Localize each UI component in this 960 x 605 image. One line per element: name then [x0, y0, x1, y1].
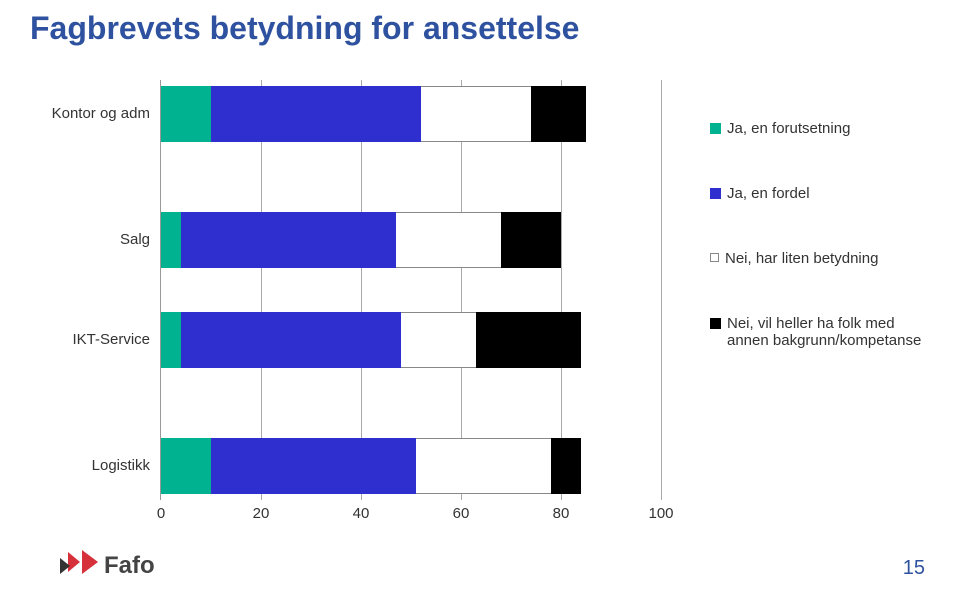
bar-row [161, 86, 660, 142]
bar-row [161, 312, 660, 368]
bar-segment-ja_forutsetning [161, 86, 211, 142]
bar-segment-nei_liten [401, 312, 476, 368]
bar-segment-nei_liten [421, 86, 531, 142]
legend-swatch-icon [710, 318, 721, 329]
legend-item-nei_annen: Nei, vil heller ha folk med annen bakgru… [710, 315, 940, 349]
bar-segment-ja_fordel [211, 86, 421, 142]
legend-label: Nei, vil heller ha folk med annen bakgru… [727, 315, 940, 349]
bar-segment-nei_annen [551, 438, 581, 494]
page-number: 15 [903, 557, 925, 580]
bar-segment-nei_annen [501, 212, 561, 268]
x-tick-label: 60 [441, 505, 481, 522]
legend-label: Nei, har liten betydning [725, 250, 878, 267]
footer-logo: Fafo [60, 552, 155, 580]
bar-segment-ja_fordel [181, 312, 401, 368]
category-label: Salg [30, 231, 150, 248]
x-tick-label: 40 [341, 505, 381, 522]
legend-swatch-icon [710, 253, 719, 262]
bar-row [161, 212, 660, 268]
category-label: Logistikk [30, 457, 150, 474]
logo-text: Fafo [104, 552, 155, 579]
legend-item-ja_forutsetning: Ja, en forutsetning [710, 120, 940, 137]
bar-segment-ja_forutsetning [161, 312, 181, 368]
plot-region: 020406080100 [160, 80, 660, 500]
legend-swatch-icon [710, 123, 721, 134]
bar-segment-ja_fordel [211, 438, 416, 494]
gridline [661, 80, 662, 500]
category-label: Kontor og adm [30, 105, 150, 122]
legend-item-ja_fordel: Ja, en fordel [710, 185, 940, 202]
bar-segment-nei_liten [416, 438, 551, 494]
x-tick-label: 80 [541, 505, 581, 522]
category-label: IKT-Service [30, 331, 150, 348]
legend-label: Ja, en forutsetning [727, 120, 850, 137]
chart-area: 020406080100 Kontor og admSalgIKT-Servic… [30, 80, 690, 520]
bar-segment-nei_liten [396, 212, 501, 268]
bar-segment-ja_forutsetning [161, 212, 181, 268]
fafo-mark-icon [60, 548, 100, 578]
gridline [461, 80, 462, 500]
chart-title: Fagbrevets betydning for ansettelse [30, 10, 579, 47]
x-tick-label: 20 [241, 505, 281, 522]
bar-segment-ja_forutsetning [161, 438, 211, 494]
x-tick-label: 0 [141, 505, 181, 522]
legend-swatch-icon [710, 188, 721, 199]
legend-label: Ja, en fordel [727, 185, 810, 202]
gridline [261, 80, 262, 500]
gridline [361, 80, 362, 500]
bar-segment-nei_annen [531, 86, 586, 142]
bar-row [161, 438, 660, 494]
legend: Ja, en forutsetning Ja, en fordel Nei, har… [710, 120, 940, 397]
bar-segment-nei_annen [476, 312, 581, 368]
gridline [561, 80, 562, 500]
bar-segment-ja_fordel [181, 212, 396, 268]
x-tick-label: 100 [641, 505, 681, 522]
legend-item-nei_liten: Nei, har liten betydning [710, 250, 940, 267]
